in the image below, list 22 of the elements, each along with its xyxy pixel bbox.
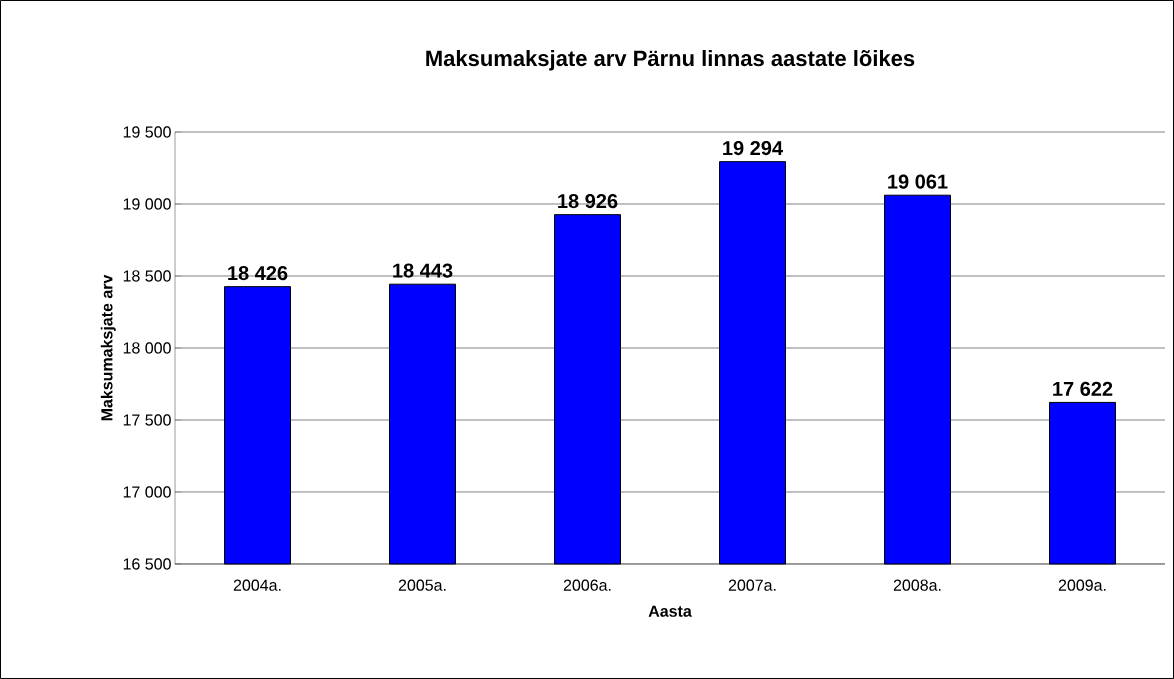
data-label: 18 426	[228, 265, 288, 281]
y-axis-title: Maksumaksjate arv	[100, 274, 116, 421]
data-label: 18 926	[558, 193, 618, 209]
y-tick-label: 19 500	[123, 126, 171, 138]
x-tick-label: 2004a.	[233, 579, 281, 591]
y-tick-label: 17 500	[123, 414, 171, 426]
y-tick-label: 17 000	[123, 486, 171, 498]
x-axis-title: Aasta	[648, 605, 692, 617]
x-tick-label: 2009a.	[1058, 579, 1106, 591]
data-label: 17 622	[1053, 381, 1113, 396]
data-label: 19 061	[888, 174, 948, 189]
y-tick-label: 19 000	[123, 198, 171, 210]
x-tick-label: 2008a.	[893, 579, 941, 591]
chart-title: Maksumaksjate arv Pärnu linnas aastate lõikes	[426, 49, 915, 71]
y-tick-label: 18 000	[123, 342, 171, 354]
x-tick-label: 2007a.	[728, 579, 776, 591]
data-label: 19 294	[723, 140, 783, 156]
y-tick-label: 16 500	[123, 558, 171, 570]
data-label: 18 443	[393, 263, 453, 278]
x-tick-label: 2005a.	[398, 579, 446, 591]
x-tick-label: 2006a.	[563, 579, 611, 591]
y-tick-label: 18 500	[123, 270, 171, 282]
